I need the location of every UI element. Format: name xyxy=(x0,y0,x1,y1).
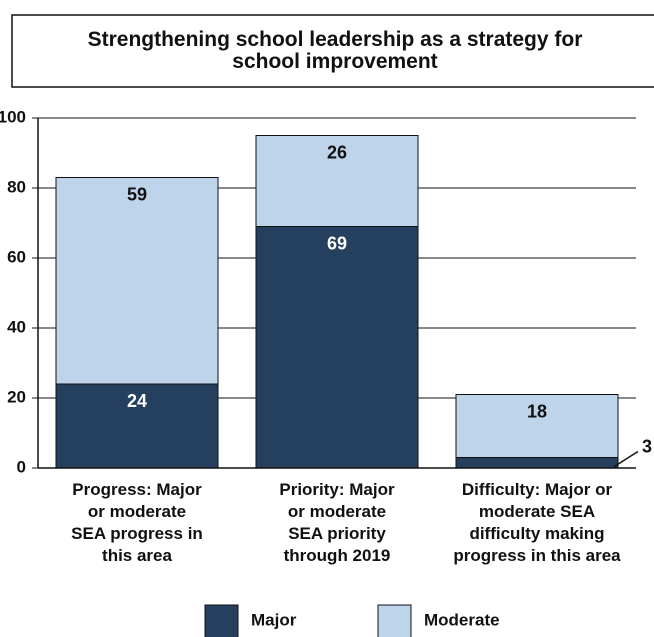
legend-label: Moderate xyxy=(424,610,500,629)
leader-line xyxy=(613,450,639,468)
data-label: 69 xyxy=(327,233,347,253)
data-label: 24 xyxy=(127,391,147,411)
y-tick-label: 40 xyxy=(7,317,26,336)
x-tick-label: Difficulty: Major or moderate SEA difficul… xyxy=(453,480,621,565)
y-tick-label: 0 xyxy=(17,457,26,476)
legend-swatch xyxy=(204,604,239,637)
title-box xyxy=(11,14,654,88)
bar-segment xyxy=(55,177,219,385)
legend-swatch xyxy=(377,604,412,637)
y-tick-label: 20 xyxy=(7,387,26,406)
y-tick-label: 80 xyxy=(7,177,26,196)
bar-segment xyxy=(255,135,419,227)
legend-label: Major xyxy=(251,610,297,629)
bar-segment xyxy=(255,226,419,469)
data-label: 26 xyxy=(327,142,347,162)
data-label: 59 xyxy=(127,184,147,204)
chart-title: Strengthening school leadership as a str… xyxy=(88,28,583,73)
bar-segment xyxy=(455,394,619,458)
x-tick-label: Progress: Major or moderate SEA progress i… xyxy=(71,480,203,565)
x-tick-label: Priority: Major or moderate SEA priority th… xyxy=(279,480,395,565)
data-label: 3 xyxy=(642,436,652,456)
bar-segment xyxy=(55,383,219,469)
data-label: 18 xyxy=(527,401,547,421)
y-tick-label: 60 xyxy=(7,247,26,266)
y-tick-label: 100 xyxy=(0,107,26,126)
bar-segment xyxy=(455,457,619,469)
